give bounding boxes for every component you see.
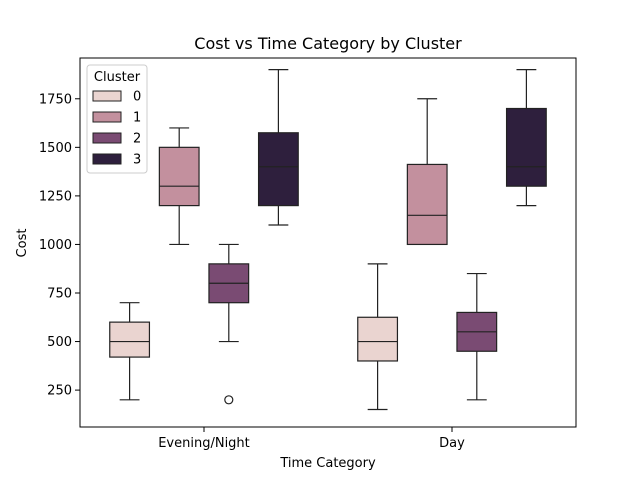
box-cluster-1 [158,146,200,207]
box-cluster-0 [357,316,399,362]
y-tick-label: 1000 [39,238,72,253]
legend: Cluster 0 1 2 3 [86,64,148,174]
legend-label: 1 [133,111,141,126]
legend-swatch-2 [92,132,122,144]
box-cluster-3 [505,107,547,187]
legend-label: 2 [133,132,141,147]
legend-label: 3 [133,153,141,168]
box-cluster-0 [109,321,151,358]
y-tick-label: 750 [47,286,72,301]
x-tick-label: Evening/Night [158,436,250,451]
outlier-point [224,395,234,405]
y-tick-label: 500 [47,335,72,350]
legend-swatch-1 [92,111,122,123]
y-axis-label: Cost [15,229,30,258]
chart-title: Cost vs Time Category by Cluster [194,34,462,53]
y-tick-label: 1500 [39,141,72,156]
legend-title: Cluster [94,70,141,85]
legend-label: 0 [133,90,141,105]
y-tick-label: 250 [47,384,72,399]
x-tick-label: Day [439,436,465,451]
plot-area [109,69,547,411]
x-axis-label: Time Category [279,456,376,471]
y-tick-label: 1250 [39,189,72,204]
y-tick-label: 1750 [39,92,72,107]
axes-frame [79,57,577,428]
box-cluster-3 [257,132,299,207]
box-cluster-1 [406,163,448,246]
legend-swatch-3 [92,153,122,165]
legend-swatch-0 [92,90,122,102]
